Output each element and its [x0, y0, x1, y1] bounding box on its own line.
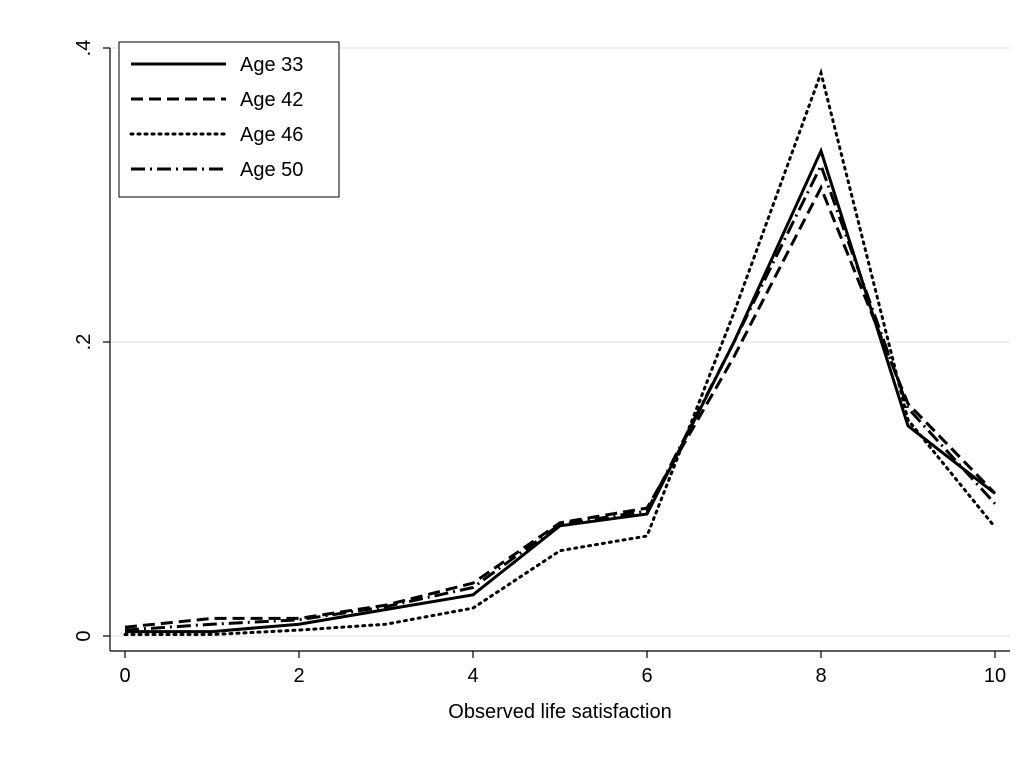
legend-label-age-42: Age 42	[240, 89, 303, 111]
legend-label-age-50: Age 50	[240, 159, 303, 181]
x-tick-label-5: 10	[984, 665, 1006, 687]
series-lines	[123, 67, 997, 636]
x-axis-label: Observed life satisfaction	[448, 701, 671, 723]
series-line-age-50	[124, 161, 997, 632]
legend-label-age-46: Age 46	[240, 124, 303, 146]
axes: 0 2 4 6 8 10 0 .2 .4	[73, 40, 1010, 687]
x-tick-label-1: 2	[293, 665, 304, 687]
x-tick-label-2: 4	[467, 665, 478, 687]
x-tick-label-3: 6	[641, 665, 652, 687]
legend: Age 33 Age 42 Age 46 Age 50	[118, 41, 340, 198]
y-tick-label-0: 0	[73, 630, 95, 641]
legend-box	[118, 41, 340, 198]
x-tick-label-0: 0	[119, 665, 130, 687]
legend-label-age-33: Age 33	[240, 54, 303, 76]
y-tick-label-2: .4	[73, 40, 95, 57]
x-tick-label-4: 8	[815, 665, 826, 687]
series-line-age-46	[123, 67, 997, 636]
series-line-age-42	[124, 184, 997, 629]
y-tick-label-1: .2	[73, 334, 95, 351]
